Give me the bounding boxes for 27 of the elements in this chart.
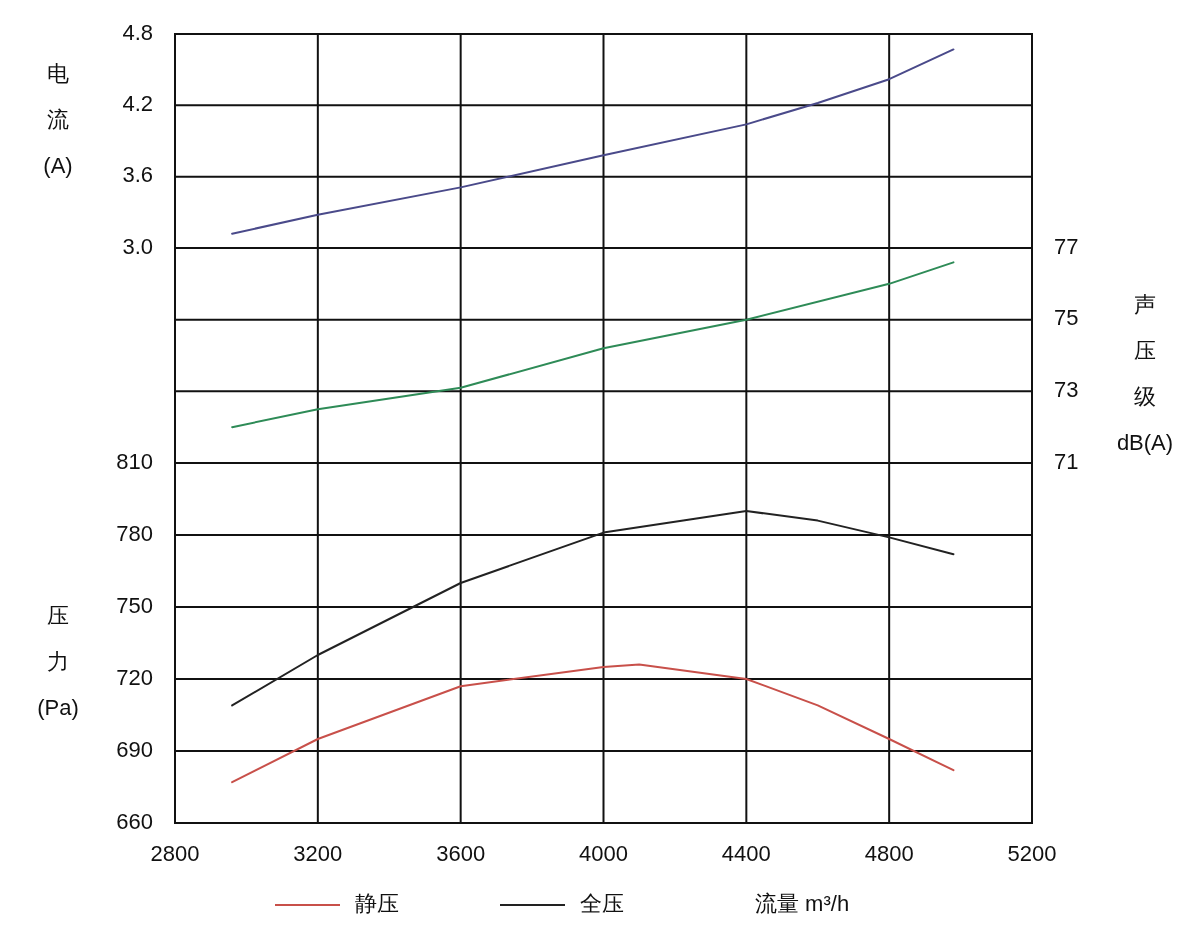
y2-tick-label: 71 bbox=[1054, 448, 1079, 474]
y2-axis-title: 声压级dB(A) bbox=[1116, 292, 1174, 456]
y-axis-title: 压力(Pa) bbox=[37, 602, 79, 720]
y-tick-label: 810 bbox=[116, 448, 153, 474]
y-tick-label: 4.8 bbox=[122, 19, 153, 45]
y2-tick-label: 77 bbox=[1054, 233, 1079, 259]
x-tick-label: 2800 bbox=[150, 841, 200, 866]
y-tick-label: 780 bbox=[116, 520, 153, 546]
x-tick-label: 3600 bbox=[436, 841, 486, 866]
x-tick-label: 5200 bbox=[1007, 841, 1057, 866]
y-axis-title: 电流(A) bbox=[43, 60, 73, 178]
x-tick-label: 3200 bbox=[293, 841, 343, 866]
x-tick-label: 4800 bbox=[864, 841, 914, 866]
y-tick-label: 4.2 bbox=[122, 91, 153, 117]
y-tick-label: 720 bbox=[116, 664, 153, 690]
y-tick-label: 690 bbox=[116, 736, 153, 762]
y-tick-label: 750 bbox=[116, 592, 153, 618]
legend-label: 全压 bbox=[580, 890, 624, 916]
legend-label: 静压 bbox=[355, 890, 399, 916]
y-tick-label: 3.6 bbox=[122, 162, 153, 188]
y-tick-label: 660 bbox=[116, 808, 153, 834]
x-tick-label: 4000 bbox=[579, 841, 628, 866]
y2-tick-label: 73 bbox=[1054, 377, 1079, 403]
x-tick-label: 4400 bbox=[721, 841, 771, 866]
y-tick-label: 3.0 bbox=[122, 233, 153, 259]
x-axis-title: 流量 m³/h bbox=[755, 890, 850, 916]
y2-tick-label: 75 bbox=[1054, 305, 1079, 331]
